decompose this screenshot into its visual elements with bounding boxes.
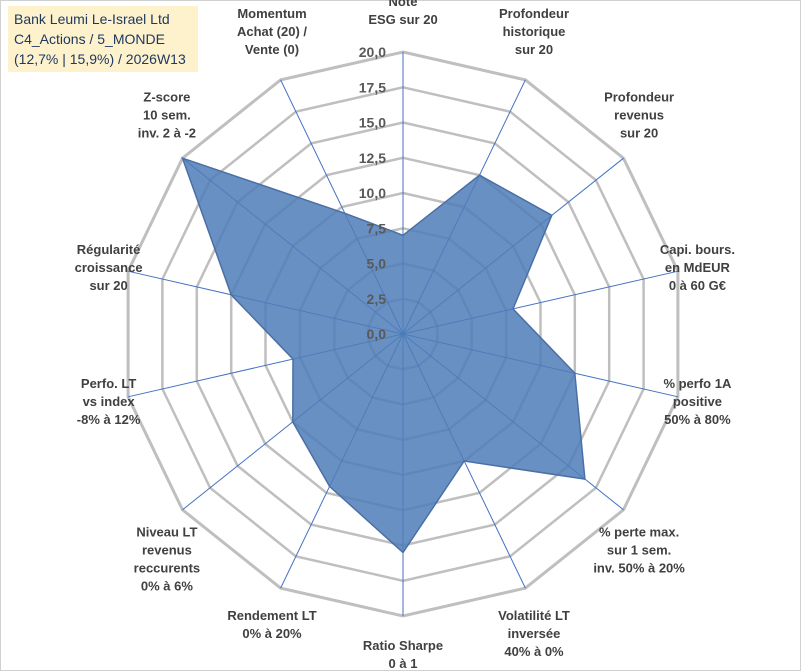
axis-label-line: 40% à 0% [504,644,564,659]
tick-label: 15,0 [359,115,386,131]
axis-label-line: revenus [614,108,664,123]
radar-axis-labels: Note ESG sur 20 Profondeur historique sur 20… [75,0,735,671]
axis-label-line: Régularité [77,242,141,257]
tick-label: 12,5 [359,150,386,166]
axis-label-line: 0% à 20% [242,626,302,641]
axis-label-line: revenus [142,542,192,557]
axis-label-line: Profondeur [499,6,569,21]
axis-label-line: Volatilité LT [498,608,570,623]
axis-label-line: Achat (20) / [237,24,307,39]
axis-label-line: inv. 2 à -2 [138,126,196,141]
tick-label: 17,5 [359,79,386,95]
axis-label-line: sur 20 [515,42,553,57]
axis-label: Volatilité LT inversée 40% à 0% [498,608,570,659]
axis-label-line: Ratio Sharpe [363,638,443,653]
tick-label: 5,0 [367,256,387,272]
axis-label: Z-score 10 sem. inv. 2 à -2 [138,90,196,141]
axis-label-line: 0 à 60 G€ [669,278,726,293]
axis-label-line: % perte max. [599,524,679,539]
axis-label: Momentum Achat (20) / Vente (0) [237,6,307,57]
chart-title-box: Bank Leumi Le-Israel Ltd C4_Actions / 5_… [8,6,198,72]
axis-label: Note ESG sur 20 [368,0,437,27]
axis-label-line: en MdEUR [665,260,731,275]
axis-label-line: 0% à 6% [141,578,193,593]
axis-label-line: croissance [75,260,143,275]
axis-label-line: sur 20 [620,126,658,141]
axis-label-line: Niveau LT [136,524,197,539]
chart-title-line-1: Bank Leumi Le-Israel Ltd [14,11,170,27]
axis-label-line: sur 20 [89,278,127,293]
axis-label-line: ESG sur 20 [368,12,437,27]
axis-label-line: sur 1 sem. [607,542,671,557]
axis-label: % perte max. sur 1 sem. inv. 50% à 20% [593,524,685,575]
axis-label-line: Rendement LT [227,608,316,623]
axis-label-line: Profondeur [604,90,674,105]
axis-label: Régularité croissance sur 20 [75,242,143,293]
axis-label-line: Z-score [143,90,190,105]
axis-label: Perfo. LT vs index -8% à 12% [77,376,141,427]
axis-label-line: Momentum [237,6,306,21]
chart-title-line-3: (12,7% | 15,9%) / 2026W13 [14,51,186,67]
radar-tick-labels: 0,0 2,5 5,0 7,5 10,0 12,5 15,0 17,5 20,0 [359,44,386,342]
axis-label: Rendement LT 0% à 20% [227,608,316,641]
axis-label-line: -8% à 12% [77,412,141,427]
axis-label: Ratio Sharpe 0 à 1 [363,638,443,671]
axis-label-line: vs index [83,394,136,409]
tick-label: 20,0 [359,44,386,60]
axis-label-line: Capi. bours. [660,242,735,257]
tick-label: 10,0 [359,185,386,201]
axis-label-line: 0 à 1 [389,656,418,671]
axis-label-line: reccurents [134,560,200,575]
axis-label: Profondeur historique sur 20 [499,6,569,57]
radar-series [181,156,586,554]
tick-label: 0,0 [367,326,387,342]
axis-label-line: positive [673,394,722,409]
axis-label-line: inversée [508,626,561,641]
chart-title-line-2: C4_Actions / 5_MONDE [14,31,165,47]
axis-label-line: Note [389,0,418,9]
axis-label-line: 50% à 80% [664,412,731,427]
tick-label: 7,5 [367,220,387,236]
axis-label-line: % perfo 1A [663,376,732,391]
axis-label-line: historique [503,24,566,39]
series-area [181,156,586,554]
axis-label: Capi. bours. en MdEUR 0 à 60 G€ [660,242,735,293]
axis-label: Profondeur revenus sur 20 [604,90,674,141]
tick-label: 2,5 [367,291,387,307]
axis-label-line: 10 sem. [143,108,191,123]
axis-label-line: inv. 50% à 20% [593,560,685,575]
axis-label: Niveau LT revenus reccurents 0% à 6% [134,524,200,593]
axis-label-line: Perfo. LT [81,376,136,391]
axis-label-line: Vente (0) [245,42,299,57]
axis-label: % perfo 1A positive 50% à 80% [663,376,732,427]
